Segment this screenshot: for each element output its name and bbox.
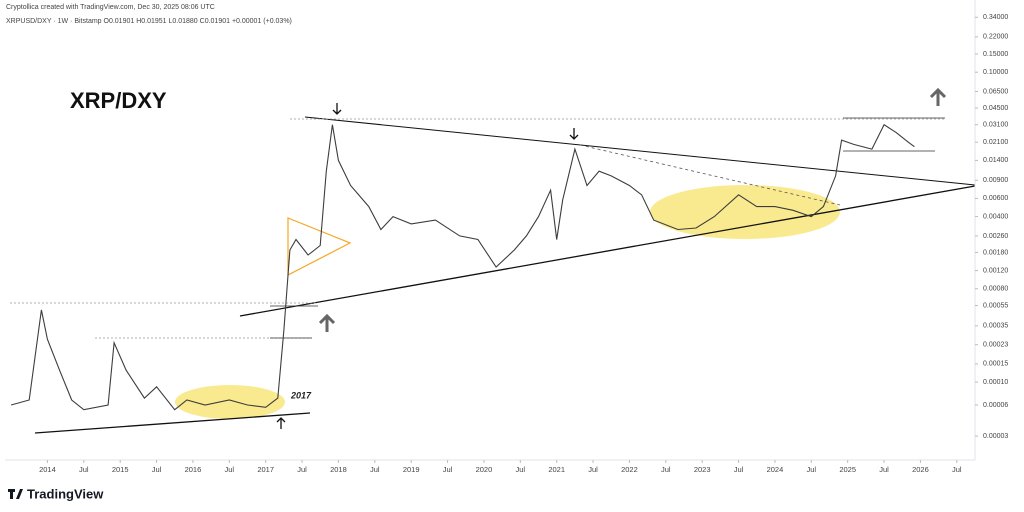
- x-tick-label: Jul: [370, 465, 380, 474]
- x-tick-label: Jul: [225, 465, 235, 474]
- x-tick-label: 2021: [548, 465, 565, 474]
- x-tick-label: Jul: [661, 465, 671, 474]
- y-tick-label: 0.00260: [983, 233, 1008, 240]
- y-tick-label: 0.00023: [983, 342, 1008, 349]
- x-tick-label: 2014: [39, 465, 56, 474]
- x-tick-label: 2018: [330, 465, 347, 474]
- x-tick-label: 2022: [621, 465, 638, 474]
- x-tick-label: Jul: [807, 465, 817, 474]
- x-tick-label: 2016: [185, 465, 202, 474]
- y-tick-label: 0.01400: [983, 157, 1008, 164]
- y-tick-label: 0.15000: [983, 51, 1008, 58]
- y-tick-label: 0.00080: [983, 286, 1008, 293]
- x-tick-label: 2024: [767, 465, 784, 474]
- chart-title: XRP/DXY: [70, 88, 167, 113]
- y-tick-label: 0.22000: [983, 34, 1008, 41]
- x-tick-label: Jul: [79, 465, 89, 474]
- y-tick-label: 0.02100: [983, 139, 1008, 146]
- y-tick-label: 0.00180: [983, 249, 1008, 256]
- y-tick-label: 0.04500: [983, 105, 1008, 112]
- symbol-info: XRPUSD/DXY · 1W · Bitstamp O0.01901 H0.0…: [6, 18, 292, 25]
- x-tick-label: Jul: [952, 465, 962, 474]
- price-line: [10, 123, 915, 411]
- x-tick-label: 2015: [112, 465, 129, 474]
- y-tick-label: 0.00015: [983, 361, 1008, 368]
- y-tick-label: 0.00400: [983, 213, 1008, 220]
- x-tick-label: Jul: [588, 465, 598, 474]
- x-tick-label: 2026: [912, 465, 929, 474]
- y-tick-label: 0.00120: [983, 267, 1008, 274]
- x-tick-label: Jul: [879, 465, 889, 474]
- y-tick-label: 0.00035: [983, 323, 1008, 330]
- logo-text: TradingView: [27, 486, 104, 501]
- credit: Cryptollica created with TradingView.com…: [6, 4, 215, 11]
- x-tick-label: Jul: [516, 465, 526, 474]
- y-tick-label: 0.10000: [983, 69, 1008, 76]
- x-tick-label: Jul: [734, 465, 744, 474]
- x-tick-label: 2023: [694, 465, 711, 474]
- y-tick-label: 0.00003: [983, 433, 1008, 440]
- y-tick-label: 0.03100: [983, 122, 1008, 129]
- y-tick-label: 0.34000: [983, 14, 1008, 21]
- y-tick-label: 0.00006: [983, 402, 1008, 409]
- y-tick-label: 0.06500: [983, 88, 1008, 95]
- drawings: [10, 87, 976, 434]
- x-tick-label: 2019: [403, 465, 420, 474]
- y-tick-label: 0.00055: [983, 302, 1008, 309]
- logo: TradingView: [8, 486, 104, 501]
- y-tick-label: 0.00900: [983, 177, 1008, 184]
- x-tick-label: 2025: [839, 465, 856, 474]
- x-tick-label: 2017: [257, 465, 274, 474]
- y-tick-label: 0.00010: [983, 379, 1008, 386]
- x-tick-label: Jul: [297, 465, 307, 474]
- x-tick-label: Jul: [443, 465, 453, 474]
- annotation: 2017: [290, 390, 312, 400]
- y-tick-label: 0.00600: [983, 195, 1008, 202]
- x-tick-label: Jul: [152, 465, 162, 474]
- x-tick-label: 2020: [476, 465, 493, 474]
